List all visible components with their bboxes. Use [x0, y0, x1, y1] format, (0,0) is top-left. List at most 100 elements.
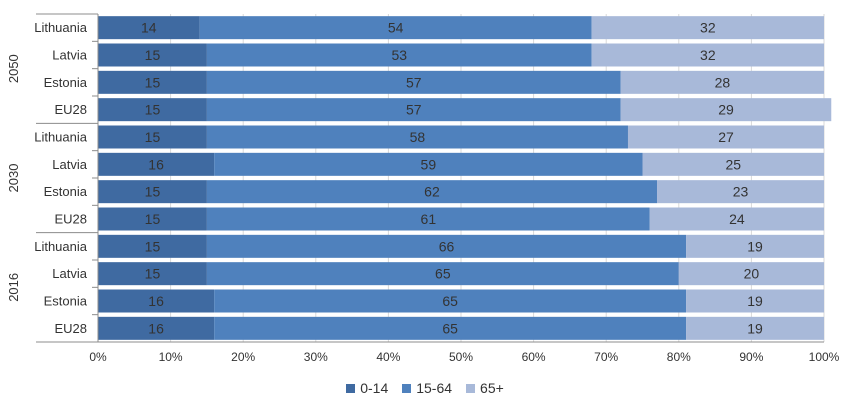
- group-label: 2016: [6, 273, 21, 302]
- data-label: 20: [744, 266, 760, 282]
- category-label: Latvia: [52, 48, 87, 63]
- bar-segment-15-64: [199, 16, 592, 40]
- bar-segment-65+: [686, 316, 824, 340]
- legend-label: 0-14: [360, 380, 389, 396]
- bar-segment-0-14: [98, 125, 207, 149]
- data-label: 19: [747, 293, 763, 309]
- bar-segment-0-14: [98, 98, 207, 122]
- bar-segment-15-64: [206, 207, 650, 231]
- data-label: 65: [442, 293, 458, 309]
- x-tick-label: 0%: [89, 350, 107, 364]
- legend-swatch: [402, 383, 412, 393]
- data-label: 15: [145, 47, 161, 63]
- bar-segment-15-64: [214, 316, 687, 340]
- data-label: 15: [145, 129, 161, 145]
- bar-segment-0-14: [98, 16, 200, 40]
- bar-segment-65+: [686, 234, 824, 258]
- data-label: 27: [718, 129, 734, 145]
- bar-segment-65+: [657, 180, 824, 204]
- data-label: 15: [145, 211, 161, 227]
- legend-swatch: [466, 383, 476, 393]
- bar-segment-0-14: [98, 152, 215, 176]
- x-tick-label: 90%: [739, 350, 763, 364]
- data-label: 16: [148, 293, 164, 309]
- x-tick-label: 100%: [809, 350, 840, 364]
- data-label: 14: [141, 20, 157, 36]
- data-label: 28: [715, 74, 731, 90]
- bar-segment-65+: [591, 43, 824, 67]
- data-label: 61: [421, 211, 437, 227]
- category-label: Estonia: [44, 75, 88, 90]
- legend-item: 0-14: [346, 380, 388, 396]
- legend-item: 65+: [466, 380, 504, 396]
- data-label: 58: [410, 129, 426, 145]
- bar-segment-15-64: [206, 70, 621, 94]
- data-label: 57: [406, 74, 422, 90]
- x-tick-label: 20%: [231, 350, 255, 364]
- x-tick-label: 80%: [667, 350, 691, 364]
- data-label: 23: [733, 184, 749, 200]
- category-label: Lithuania: [34, 20, 88, 35]
- bar-segment-0-14: [98, 43, 207, 67]
- bar-segment-0-14: [98, 289, 215, 313]
- category-label: EU28: [54, 212, 87, 227]
- data-label: 19: [747, 320, 763, 336]
- bar-segment-15-64: [206, 180, 658, 204]
- bar-segment-65+: [591, 16, 824, 40]
- bar-segment-15-64: [206, 262, 679, 286]
- x-tick-label: 70%: [594, 350, 618, 364]
- data-label: 62: [424, 184, 440, 200]
- data-label: 19: [747, 238, 763, 254]
- bar-segment-15-64: [214, 289, 687, 313]
- bar-segment-65+: [620, 98, 832, 122]
- category-label: EU28: [54, 321, 87, 336]
- data-label: 59: [421, 156, 437, 172]
- data-label: 15: [145, 266, 161, 282]
- bar-segment-15-64: [206, 125, 628, 149]
- data-label: 53: [392, 47, 408, 63]
- group-label: 2050: [6, 54, 21, 83]
- data-label: 15: [145, 102, 161, 118]
- legend-label: 15-64: [416, 380, 453, 396]
- data-label: 29: [718, 102, 734, 118]
- data-label: 24: [729, 211, 745, 227]
- category-label: Estonia: [44, 184, 88, 199]
- bar-segment-15-64: [206, 98, 621, 122]
- bar-segment-65+: [620, 70, 824, 94]
- data-label: 57: [406, 102, 422, 118]
- bar-segment-0-14: [98, 316, 215, 340]
- legend-swatch: [346, 383, 356, 393]
- x-tick-label: 30%: [304, 350, 328, 364]
- category-label: Latvia: [52, 157, 87, 172]
- category-label: Estonia: [44, 294, 88, 309]
- bar-segment-0-14: [98, 70, 207, 94]
- bar-segment-0-14: [98, 234, 207, 258]
- legend-label: 65+: [480, 380, 504, 396]
- bar-segment-65+: [686, 289, 824, 313]
- data-label: 32: [700, 47, 716, 63]
- legend-item: 15-64: [402, 380, 452, 396]
- data-label: 15: [145, 184, 161, 200]
- data-label: 15: [145, 74, 161, 90]
- legend: 0-14 15-64 65+: [0, 380, 850, 396]
- bar-segment-0-14: [98, 207, 207, 231]
- x-tick-label: 50%: [449, 350, 473, 364]
- data-label: 25: [725, 156, 741, 172]
- x-tick-label: 10%: [159, 350, 183, 364]
- bar-segment-65+: [649, 207, 824, 231]
- data-label: 65: [435, 266, 451, 282]
- category-label: Latvia: [52, 266, 87, 281]
- data-label: 16: [148, 320, 164, 336]
- bar-segment-15-64: [206, 234, 687, 258]
- bar-segment-65+: [627, 125, 824, 149]
- data-label: 32: [700, 20, 716, 36]
- bar-segment-65+: [642, 152, 824, 176]
- bar-segment-15-64: [214, 152, 643, 176]
- data-label: 16: [148, 156, 164, 172]
- data-label: 54: [388, 20, 404, 36]
- data-label: 66: [439, 238, 455, 254]
- bar-segment-0-14: [98, 180, 207, 204]
- data-label: 15: [145, 238, 161, 254]
- bar-segment-0-14: [98, 262, 207, 286]
- group-label: 2030: [6, 164, 21, 193]
